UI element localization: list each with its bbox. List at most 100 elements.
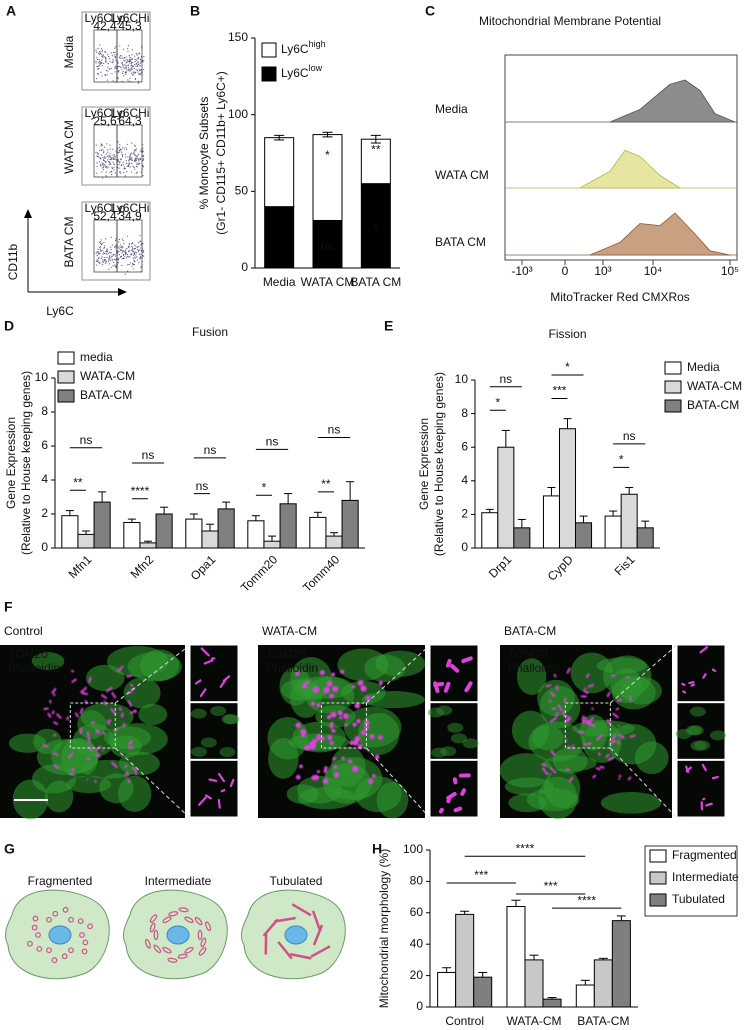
mito <box>51 710 55 715</box>
actin-blob <box>32 764 77 794</box>
event-dot <box>117 71 120 73</box>
event-dot <box>125 70 127 72</box>
mito <box>329 725 333 729</box>
event-dot <box>117 258 119 260</box>
bar <box>77 533 95 549</box>
event-dot <box>125 66 128 68</box>
mito <box>106 719 111 726</box>
inset-actin <box>190 746 207 757</box>
inset-mito <box>685 765 690 774</box>
y-tick-label: 0 <box>41 540 48 554</box>
inset-mito <box>433 681 445 688</box>
event-dot <box>124 64 126 66</box>
mito <box>120 712 125 718</box>
event-dot <box>114 265 117 268</box>
mito <box>562 710 565 717</box>
event-dot <box>121 68 123 71</box>
mito-icon <box>197 929 203 941</box>
event-dot <box>101 75 103 77</box>
mito-icon <box>46 947 52 954</box>
y-tick-label: 60 <box>410 905 424 919</box>
mito <box>47 712 52 718</box>
event-dot <box>136 54 138 56</box>
event-dot <box>96 57 98 59</box>
event-dot <box>114 156 117 158</box>
inset-mito <box>219 678 227 688</box>
stain-label: Phalloidin <box>266 661 318 675</box>
event-dot <box>142 164 144 167</box>
bar <box>604 515 622 549</box>
event-dot <box>121 72 124 74</box>
axis-label: MitoTracker Red CMXRos <box>550 290 690 304</box>
legend-swatch <box>57 351 75 365</box>
event-dot <box>142 249 144 251</box>
event-dot <box>102 261 104 263</box>
event-dot <box>121 153 123 155</box>
significance: ** <box>321 477 331 491</box>
event-dot <box>107 53 109 56</box>
mito <box>354 702 361 709</box>
mito <box>42 744 49 748</box>
panel-title: BATA-CM <box>504 624 556 638</box>
event-dot <box>117 252 119 254</box>
mito-icon <box>200 937 207 948</box>
event-dot <box>97 248 99 250</box>
mito <box>323 686 330 694</box>
event-dot <box>103 260 105 262</box>
event-dot <box>114 158 116 160</box>
event-dot <box>122 164 124 166</box>
mito <box>86 757 91 761</box>
y-tick-label: 2 <box>41 506 48 520</box>
event-dot <box>135 65 137 67</box>
event-dot <box>139 256 141 259</box>
event-dot <box>131 72 133 74</box>
event-dot <box>105 60 107 62</box>
event-dot <box>128 256 130 258</box>
gate-label: Ly6CHi <box>111 106 150 120</box>
mito-icon <box>198 947 207 956</box>
mito <box>356 718 361 724</box>
event-dot <box>119 170 121 173</box>
event-dot <box>98 52 100 54</box>
actin-blob <box>570 652 614 694</box>
x-tick-label: Mfn1 <box>66 552 95 581</box>
bar <box>542 495 560 549</box>
event-dot <box>118 70 120 72</box>
event-dot <box>99 158 101 160</box>
bar <box>575 984 595 1008</box>
y-tick-label: 150 <box>228 30 248 44</box>
event-dot <box>111 255 113 257</box>
gate <box>116 219 143 273</box>
mito <box>581 715 588 720</box>
event-dot <box>100 239 102 241</box>
legend-label: Tubulated <box>672 892 725 906</box>
y-tick-label: 10 <box>35 370 49 384</box>
y-axis-label: (Relative to House keeping genes) <box>432 372 446 556</box>
mito <box>557 704 563 712</box>
event-dot <box>108 163 110 166</box>
row-label: Media <box>435 102 468 116</box>
event-dot <box>123 75 125 77</box>
event-dot <box>99 241 102 243</box>
event-dot <box>98 241 100 243</box>
bar <box>312 219 343 269</box>
event-dot <box>103 155 105 157</box>
event-dot <box>142 166 144 168</box>
mito <box>301 683 307 689</box>
event-dot <box>104 57 107 60</box>
event-dot <box>117 158 119 161</box>
mito-icon <box>310 945 331 958</box>
event-dot <box>134 256 136 258</box>
mito <box>377 735 383 740</box>
mito <box>352 740 359 746</box>
event-dot <box>114 172 116 174</box>
mito <box>95 730 101 734</box>
event-dot <box>110 67 112 70</box>
event-dot <box>118 146 121 149</box>
mito <box>582 689 589 695</box>
event-dot <box>103 165 105 167</box>
event-dot <box>110 163 112 165</box>
event-dot <box>130 253 132 255</box>
event-dot <box>106 167 108 169</box>
event-dot <box>103 157 105 159</box>
